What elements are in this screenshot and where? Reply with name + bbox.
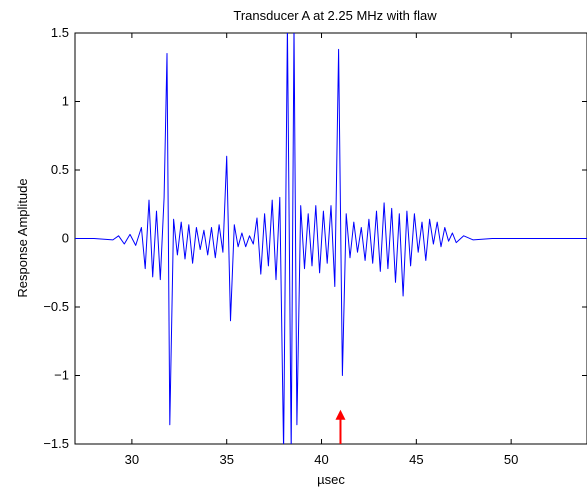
x-tick-label: 30 bbox=[125, 452, 139, 467]
y-tick-label: 0 bbox=[62, 231, 69, 246]
annotation-arrow-head bbox=[335, 409, 346, 420]
annotation-layer bbox=[335, 409, 346, 444]
x-axis: 30 35 40 45 50 bbox=[125, 33, 518, 467]
y-tick-label: −1.5 bbox=[43, 436, 69, 451]
x-tick-label: 35 bbox=[219, 452, 233, 467]
y-tick-label: 0.5 bbox=[51, 162, 69, 177]
series-layer bbox=[75, 33, 587, 444]
chart-title: Transducer A at 2.25 MHz with flaw bbox=[233, 8, 437, 23]
x-tick-label: 40 bbox=[314, 452, 328, 467]
y-tick-label: −1 bbox=[54, 368, 69, 383]
series-line bbox=[75, 33, 587, 444]
y-tick-label: 1 bbox=[62, 94, 69, 109]
y-tick-label: 1.5 bbox=[51, 25, 69, 40]
x-tick-label: 50 bbox=[504, 452, 518, 467]
y-axis: −1.5 −1 −0.5 0 0.5 1 1.5 bbox=[43, 25, 587, 451]
y-tick-label: −0.5 bbox=[43, 299, 69, 314]
y-axis-title: Response Amplitude bbox=[15, 178, 30, 297]
x-tick-label: 45 bbox=[409, 452, 423, 467]
x-axis-title: µsec bbox=[317, 472, 345, 487]
